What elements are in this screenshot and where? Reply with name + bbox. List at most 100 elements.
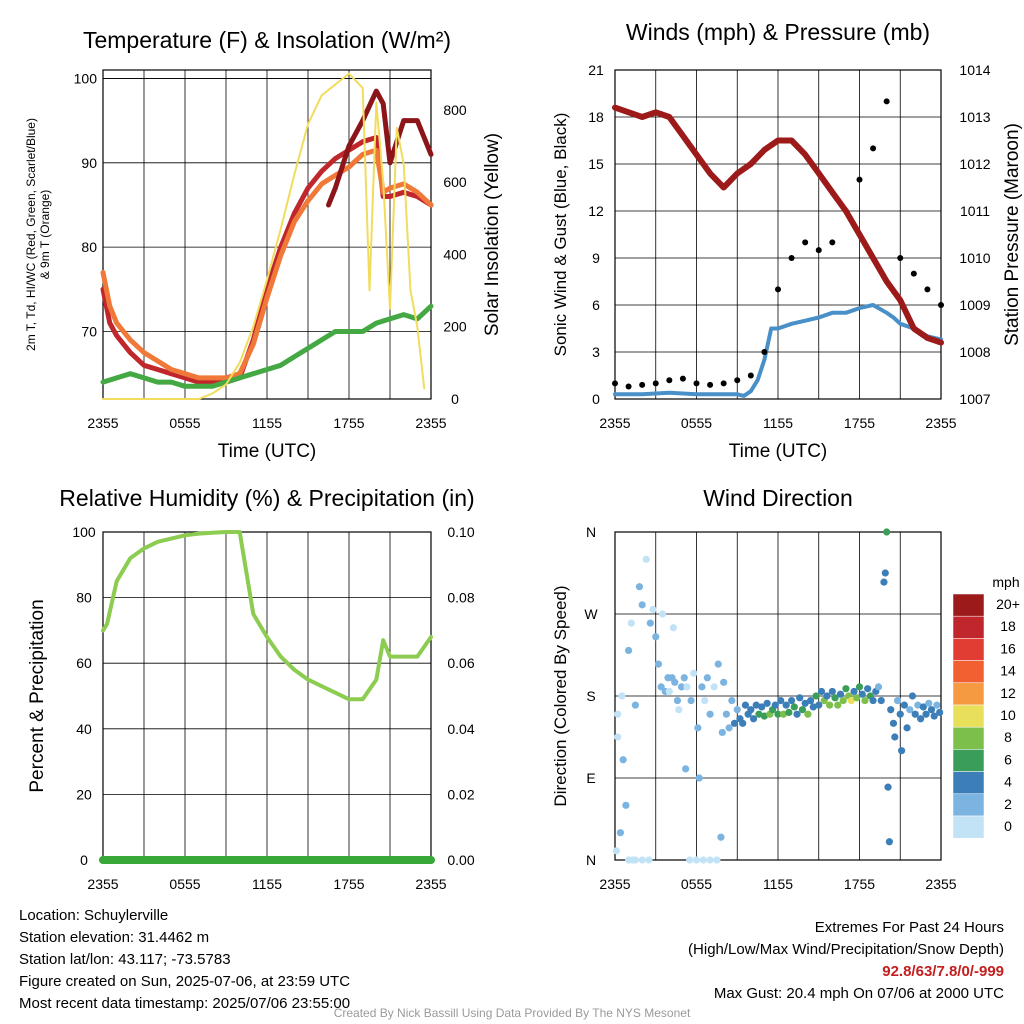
gust-point xyxy=(693,380,700,387)
y-tick-label-left: 80 xyxy=(76,590,92,606)
direction-point xyxy=(771,701,779,709)
gust-point xyxy=(910,270,917,277)
y-tick-label-right: 0.08 xyxy=(447,590,474,606)
legend-label: 4 xyxy=(1004,774,1012,790)
direction-point xyxy=(713,856,721,864)
direction-point xyxy=(741,701,750,709)
series-line-pressure xyxy=(612,104,944,346)
x-tick-label: 2355 xyxy=(415,415,446,431)
direction-point xyxy=(687,696,695,705)
gust-point xyxy=(829,239,836,246)
series-line-2 xyxy=(100,147,434,381)
x-tick-label: 1155 xyxy=(763,876,793,892)
x-tick-label: 2355 xyxy=(925,415,956,431)
direction-point xyxy=(677,683,686,691)
gust-point xyxy=(897,255,904,261)
direction-point xyxy=(809,703,817,711)
direction-point xyxy=(826,701,834,709)
extremes-values: 92.8/63/7.8/0/-999 xyxy=(882,963,1004,980)
gust-point xyxy=(720,380,727,387)
y-tick-label-left: 9 xyxy=(592,250,600,266)
x-tick-label: 1755 xyxy=(844,415,875,431)
direction-point xyxy=(839,696,847,705)
legend-swatch xyxy=(952,682,985,706)
y-tick-label-left: 21 xyxy=(588,62,604,78)
direction-point xyxy=(836,690,845,698)
direction-point xyxy=(638,856,646,864)
gust-point xyxy=(788,255,795,261)
y-tick-label-left: 60 xyxy=(76,655,92,671)
direction-point xyxy=(646,619,654,627)
direction-point xyxy=(815,701,823,709)
gust-point xyxy=(924,286,931,293)
direction-point xyxy=(752,701,760,709)
x-tick-label: 1155 xyxy=(252,415,282,431)
direction-point xyxy=(834,701,842,709)
y-tick-label-right: 1009 xyxy=(959,297,990,313)
x-axis-label: Time (UTC) xyxy=(218,441,317,462)
direction-point xyxy=(717,833,725,841)
y-tick-label-right: 0.04 xyxy=(447,721,474,737)
direction-point xyxy=(877,696,885,705)
direction-point xyxy=(758,703,766,711)
direction-point xyxy=(903,724,911,732)
y-tick-label-left: 100 xyxy=(74,70,98,86)
direction-point xyxy=(884,783,892,791)
direction-point xyxy=(631,856,639,864)
direction-point xyxy=(645,856,653,864)
y-axis-label-left: Sonic Wind & Gust (Blue, Black) xyxy=(551,113,570,357)
series-line-3 xyxy=(326,88,434,208)
direction-point xyxy=(823,692,831,700)
direction-point xyxy=(798,706,807,714)
direction-point xyxy=(914,701,922,709)
direction-point xyxy=(883,528,891,536)
x-tick-label: 2355 xyxy=(87,415,118,431)
direction-point xyxy=(619,756,627,764)
x-tick-label: 2355 xyxy=(925,876,956,892)
chart-title: Wind Direction xyxy=(703,485,853,511)
direction-point xyxy=(936,708,944,717)
direction-point xyxy=(881,569,889,577)
legend-swatch xyxy=(952,593,985,617)
direction-point xyxy=(682,765,690,773)
direction-point xyxy=(900,701,908,709)
direction-point xyxy=(779,710,788,718)
y-tick-label-left: 90 xyxy=(81,155,97,171)
direction-point xyxy=(642,555,650,563)
direction-point xyxy=(695,774,703,782)
direction-point xyxy=(807,696,815,705)
credit-line: Created By Nick Bassill Using Data Provi… xyxy=(333,1006,691,1020)
panel-1: 2355 0555 1155 1755 2355 Temperature (F) & In… xyxy=(24,27,503,462)
direction-point xyxy=(864,685,872,693)
y-axis-label-left: 2m T, Td, HI/WC (Red, Green, Scarlet/Blu… xyxy=(24,118,38,351)
direction-point xyxy=(671,678,679,686)
y-tick-label-left: 0 xyxy=(80,852,88,868)
y-tick-label-left: 0 xyxy=(592,391,600,407)
y-tick-label-left: S xyxy=(586,688,595,704)
direction-point xyxy=(861,696,869,705)
direction-point xyxy=(669,624,678,632)
gust-point xyxy=(856,176,863,183)
y-tick-label-right: 600 xyxy=(443,174,467,190)
legend-title: mph xyxy=(992,574,1019,590)
legend-label: 18 xyxy=(1000,618,1016,634)
station-elevation: Station elevation: 31.4462 m xyxy=(19,929,210,946)
extremes-panel: Extremes For Past 24 Hours (High/Low/Max… xyxy=(688,917,1004,1005)
legend-label: 12 xyxy=(1000,685,1016,701)
figure-created: Figure created on Sun, 2025-07-06, at 23… xyxy=(19,973,351,990)
direction-point xyxy=(774,710,782,718)
direction-point xyxy=(725,724,733,732)
direction-point xyxy=(658,610,667,618)
legend-swatch xyxy=(952,793,985,817)
direction-point xyxy=(692,856,701,864)
direction-point xyxy=(749,715,758,723)
direction-point xyxy=(720,678,728,686)
direction-point xyxy=(880,578,888,586)
direction-point xyxy=(793,710,801,718)
direction-point xyxy=(673,696,682,705)
y-tick-label-right: 200 xyxy=(443,319,467,335)
y-tick-label-left: 20 xyxy=(76,786,92,802)
direction-point xyxy=(831,694,839,702)
y-tick-label-right: 400 xyxy=(443,246,467,262)
direction-point xyxy=(722,710,730,718)
